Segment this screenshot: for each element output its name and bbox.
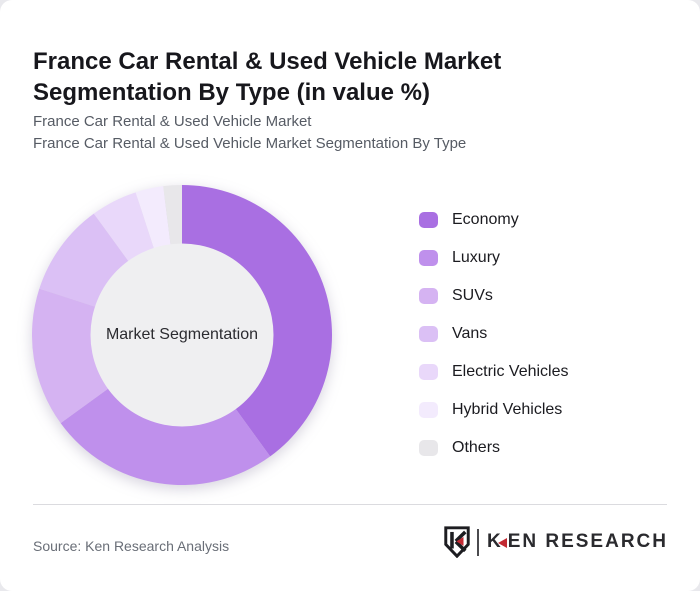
donut-slice-others[interactable] [163, 185, 182, 245]
ken-research-logo: K EN RESEARCH [444, 526, 668, 558]
logo-k: K [486, 531, 503, 552]
legend-item-electric-vehicles[interactable]: Electric Vehicles [419, 363, 569, 380]
legend-item-others[interactable]: Others [419, 439, 569, 456]
legend-swatch-icon [419, 326, 438, 342]
footer-divider [33, 504, 667, 505]
red-triangle-icon [456, 536, 464, 546]
legend-swatch-icon [419, 402, 438, 418]
chart-subtitle: France Car Rental & Used Vehicle Market … [33, 111, 466, 155]
donut-slice-suvs[interactable] [32, 288, 109, 424]
donut-slice-luxury[interactable] [60, 388, 271, 485]
legend: Economy Luxury SUVs Vans Electric Vehicles Hy… [419, 211, 569, 478]
logo-wordmark: K EN RESEARCH [487, 531, 668, 553]
donut-slice-vans[interactable] [39, 213, 129, 307]
source-text: Source: Ken Research Analysis [33, 538, 230, 554]
legend-swatch-icon [419, 250, 438, 266]
legend-swatch-icon [419, 212, 438, 228]
legend-item-hybrid-vehicles[interactable]: Hybrid Vehicles [419, 401, 569, 418]
donut-slice-economy[interactable] [182, 185, 332, 457]
donut-slice-hybrid-vehicles[interactable] [135, 186, 171, 249]
legend-label: Electric Vehicles [452, 363, 569, 380]
legend-swatch-icon [419, 440, 438, 456]
legend-swatch-icon [419, 364, 438, 380]
legend-item-suvs[interactable]: SUVs [419, 287, 569, 304]
donut-chart: Market Segmentation [16, 169, 348, 501]
legend-label: Luxury [452, 249, 501, 266]
red-triangle-icon [497, 537, 507, 548]
donut-center-circle [90, 243, 274, 427]
logo-rest: EN RESEARCH [507, 531, 668, 552]
legend-label: SUVs [452, 287, 493, 304]
donut-svg [32, 185, 332, 485]
legend-label: Others [452, 439, 501, 456]
legend-label: Hybrid Vehicles [452, 401, 563, 418]
chart-subtitle-line2: France Car Rental & Used Vehicle Market … [33, 135, 467, 152]
legend-label: Vans [452, 325, 488, 342]
legend-item-economy[interactable]: Economy [419, 211, 569, 228]
chart-subtitle-line1: France Car Rental & Used Vehicle Market [33, 113, 312, 130]
legend-item-vans[interactable]: Vans [419, 325, 569, 342]
legend-swatch-icon [419, 288, 438, 304]
chart-title: France Car Rental & Used Vehicle Market … [33, 48, 502, 107]
donut-slice-electric-vehicles[interactable] [93, 192, 154, 262]
legend-item-luxury[interactable]: Luxury [419, 249, 569, 266]
shield-k-icon [444, 526, 470, 558]
legend-label: Economy [452, 211, 519, 228]
logo-separator [476, 528, 479, 556]
